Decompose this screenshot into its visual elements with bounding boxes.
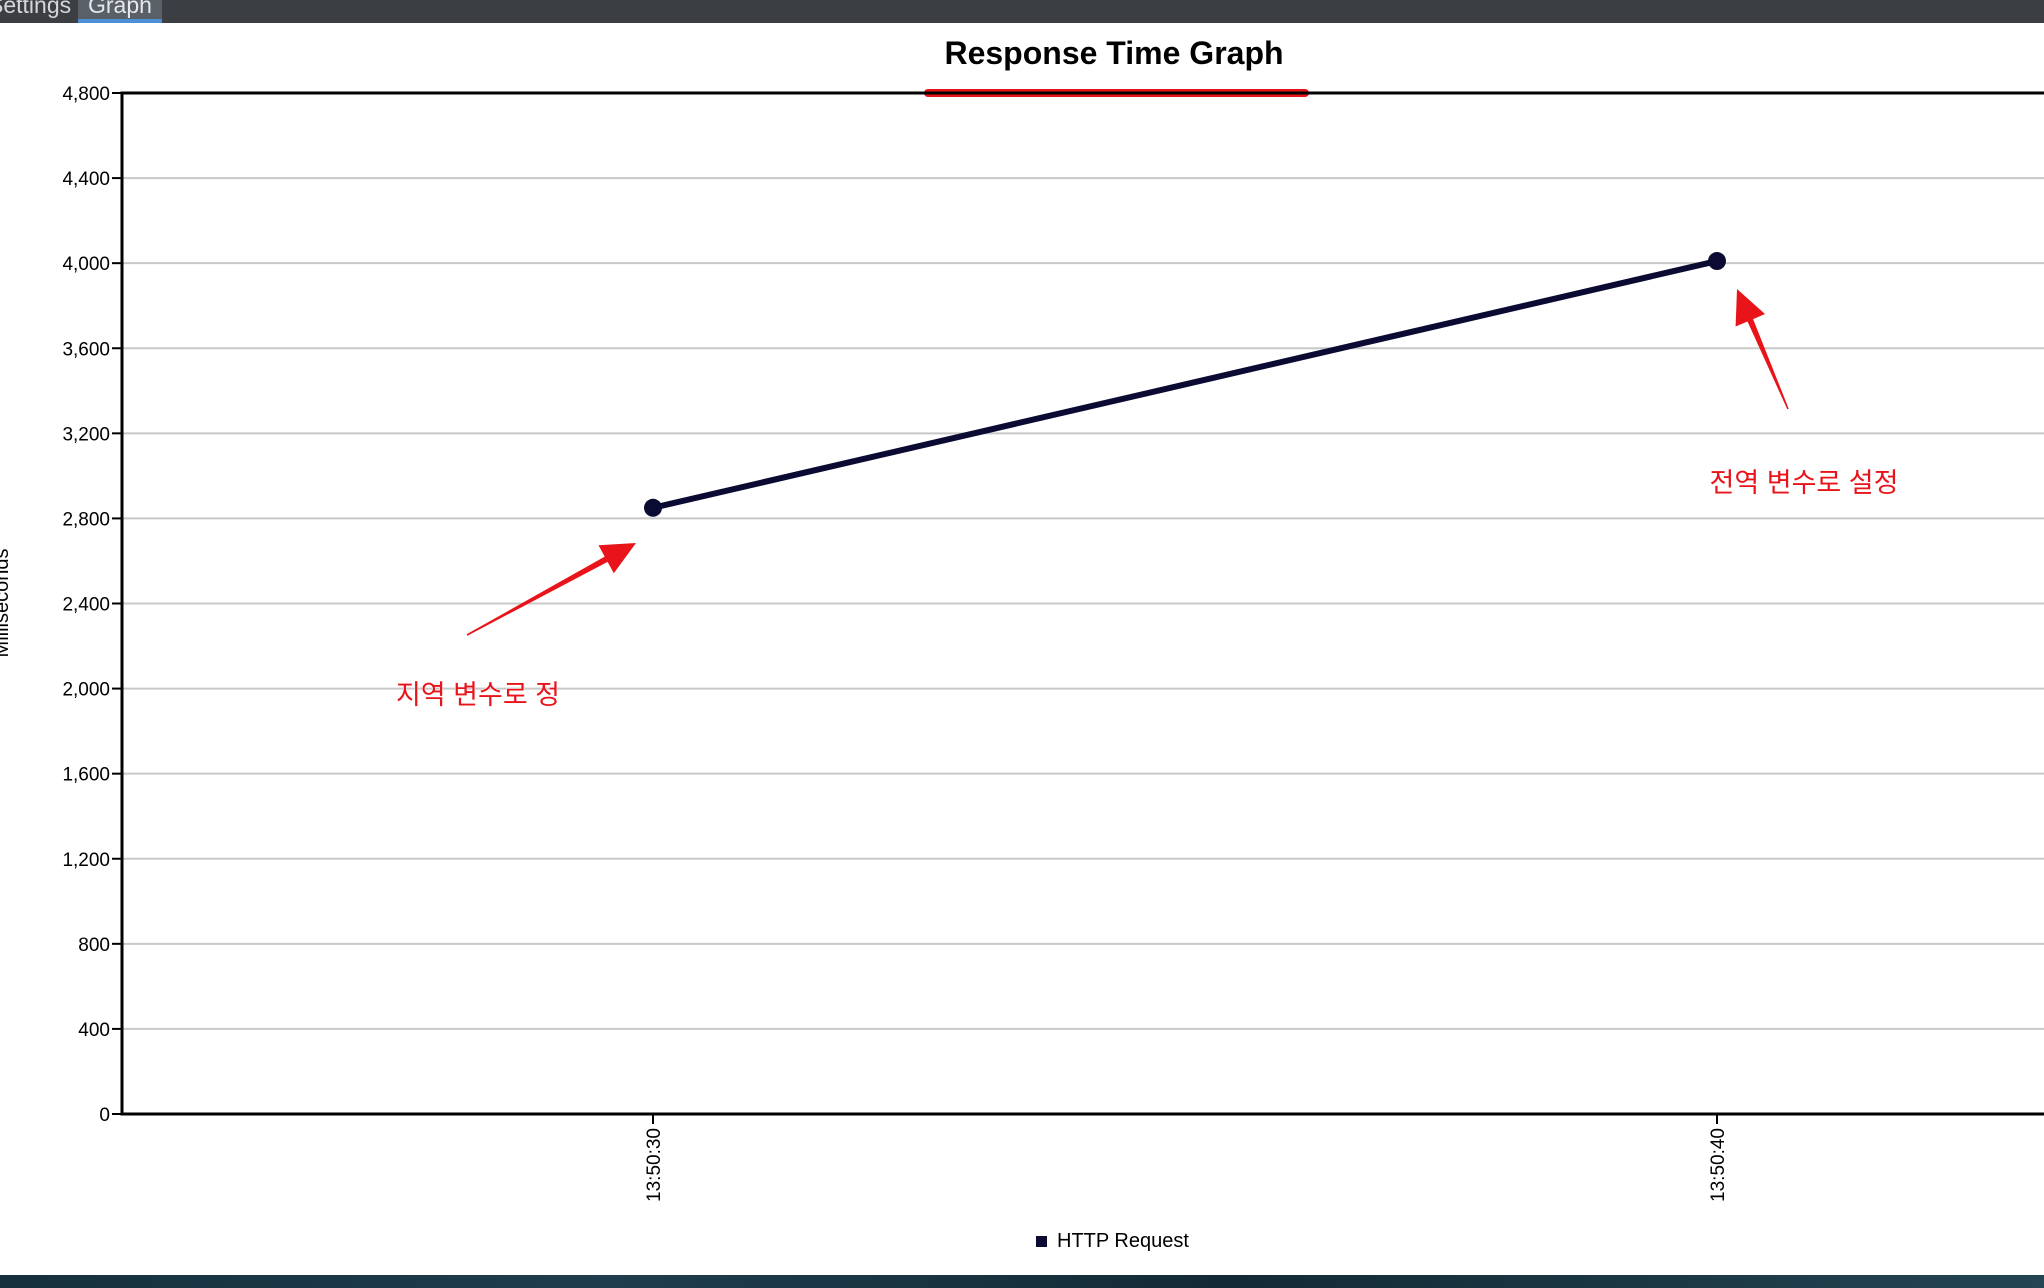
legend-swatch (1036, 1236, 1047, 1247)
grid-lines (122, 177, 2044, 1030)
y-tick-label: 800 (78, 935, 110, 956)
y-tick-label: 4,800 (62, 84, 110, 105)
chart-title: Response Time Graph (944, 35, 1283, 71)
legend-label: HTTP Request (1057, 1230, 1189, 1252)
annotation-label: 지역 변수로 정 (396, 680, 560, 710)
series-layer (644, 252, 1726, 517)
annotation-label: 전역 변수로 설정 (1710, 468, 1899, 498)
y-tick-label: 1,200 (62, 850, 110, 871)
y-tick-label: 2,000 (62, 680, 110, 701)
legend: HTTP Request (1036, 1230, 1189, 1252)
y-tick-label: 2,800 (62, 509, 110, 530)
y-axis-ticks: 0 400 800 1,200 1,600 2,000 2,400 2,800 3,200 3,6… (62, 84, 122, 1126)
y-tick-label: 2,400 (62, 595, 110, 616)
x-tick-label: 13:50:40 (1708, 1128, 1729, 1202)
tab-bar: Settings Graph (0, 0, 2044, 23)
response-time-chart: Response Time Graph Milliseconds 0 400 800… (0, 35, 2044, 1252)
y-tick-label: 0 (99, 1105, 110, 1126)
y-tick-label: 400 (78, 1020, 110, 1041)
annotation-arrow (1735, 289, 1789, 410)
annotation-arrow (466, 543, 636, 636)
data-point (1708, 252, 1726, 271)
y-tick-label: 1,600 (62, 765, 110, 786)
series-line (652, 258, 1718, 511)
tab-settings[interactable]: Settings (0, 0, 72, 18)
y-axis-label: Milliseconds (0, 549, 13, 658)
annotations: 지역 변수로 정 전역 변수로 설정 (395, 289, 1899, 711)
tab-graph[interactable]: Graph (78, 0, 162, 23)
data-point (644, 498, 662, 517)
y-tick-label: 4,000 (62, 254, 110, 275)
y-tick-label: 4,400 (62, 169, 110, 190)
y-tick-label: 3,200 (62, 424, 110, 445)
x-axis-ticks: 13:50:30 13:50:40 (644, 1114, 1729, 1202)
x-tick-label: 13:50:30 (644, 1128, 665, 1202)
plot-area-frame (120, 91, 2044, 1116)
y-tick-label: 3,600 (62, 339, 110, 360)
desktop-background-strip (0, 1275, 2044, 1288)
